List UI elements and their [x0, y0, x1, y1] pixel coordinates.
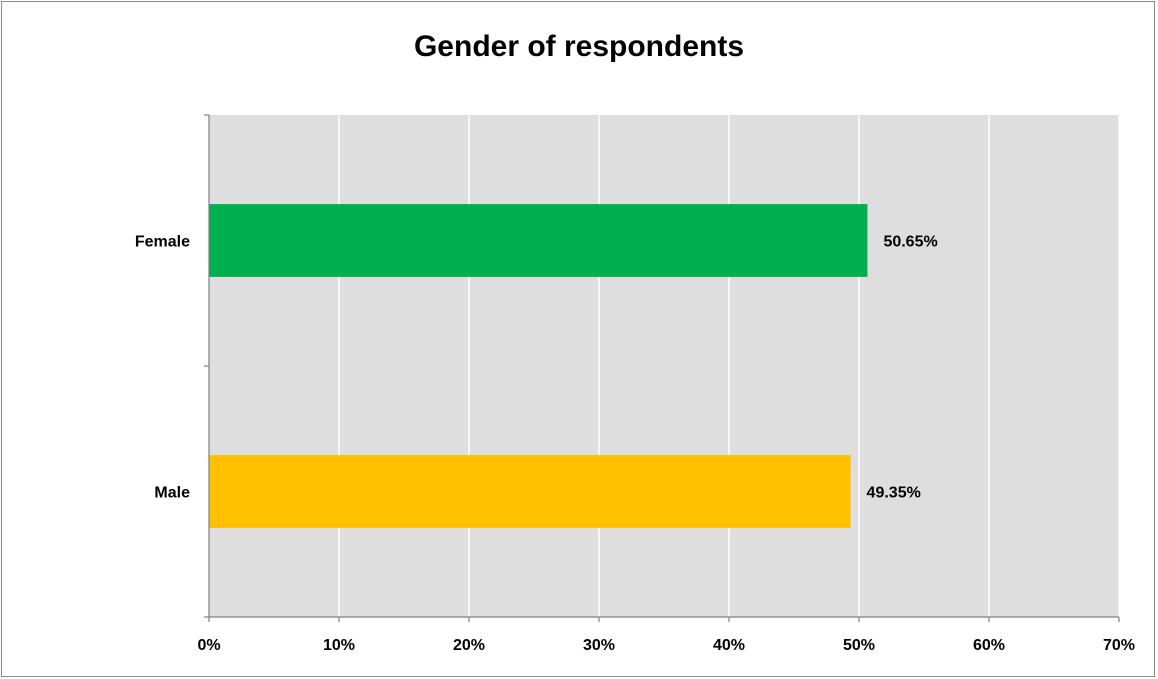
x-tick-label: 40% [713, 637, 745, 654]
plot-area [209, 115, 1119, 617]
x-tick-label: 10% [323, 637, 355, 654]
x-tick-label: 30% [583, 637, 615, 654]
x-tick-label: 60% [973, 637, 1005, 654]
x-tick-label: 20% [453, 637, 485, 654]
x-tick-label: 70% [1103, 637, 1135, 654]
x-tick-label: 50% [843, 637, 875, 654]
bar[interactable] [209, 455, 851, 528]
data-label: 50.65% [883, 234, 937, 251]
chart-title: Gender of respondents [413, 30, 745, 63]
category-label: Male [154, 485, 190, 502]
category-label: Female [135, 234, 190, 251]
x-tick-label: 0% [197, 637, 220, 654]
data-label: 49.35% [867, 485, 921, 502]
bar[interactable] [209, 204, 868, 277]
